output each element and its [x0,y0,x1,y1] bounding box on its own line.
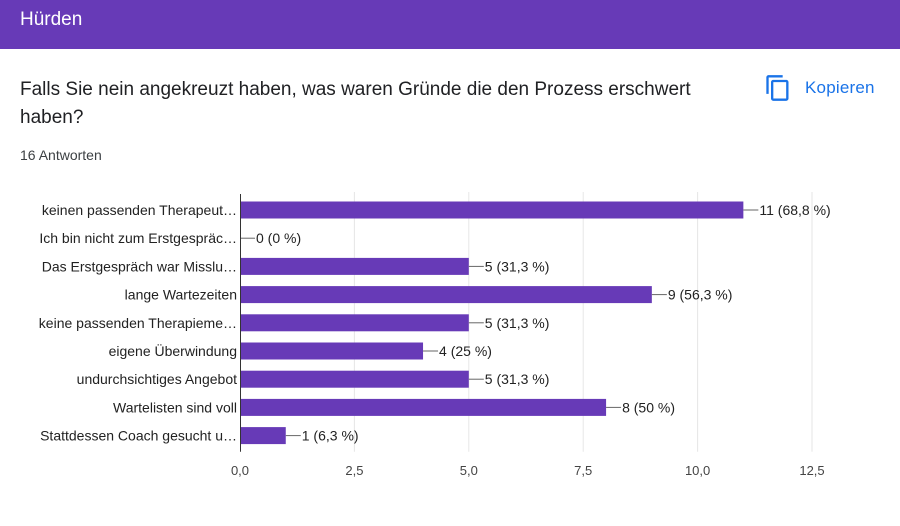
data-label: 9 (56,3 %) [668,287,733,303]
x-tick-label: 0,0 [231,463,249,478]
x-tick-label: 12,5 [799,463,824,478]
copy-button[interactable]: Kopieren [764,72,875,104]
category-label: Das Erstgespräch war Misslu… [42,258,237,274]
question-title: Falls Sie nein angekreuzt haben, was war… [20,79,691,128]
data-label: 0 (0 %) [256,230,301,246]
data-label: 8 (50 %) [622,399,675,415]
data-label: 11 (68,8 %) [759,202,830,218]
bar [240,286,652,304]
bar [240,427,286,445]
bar [240,398,607,416]
bar [240,314,469,332]
section-header: Hürden [0,0,900,49]
category-label: Stattdessen Coach gesucht u… [40,428,237,444]
bar [240,370,469,388]
section-title: Hürden [20,9,83,30]
data-label: 5 (31,3 %) [485,315,550,331]
copy-button-label: Kopieren [805,78,875,97]
data-label: 1 (6,3 %) [302,428,359,444]
x-tick-label: 7,5 [574,463,592,478]
copy-icon [764,74,792,102]
bar [240,257,469,275]
category-label: keine passenden Therapieme… [39,315,237,331]
bar [240,342,424,360]
category-label: keinen passenden Therapeut… [42,202,237,218]
data-label: 4 (25 %) [439,343,492,359]
category-label: Wartelisten sind voll [113,399,237,415]
x-tick-label: 10,0 [685,463,710,478]
category-label: lange Wartezeiten [125,287,237,303]
bar-chart: 0,0 2,5 5,0 7,5 10,0 12,5 11 (68,8 %) keinen pa… [39,192,831,478]
x-tick-label: 5,0 [460,463,478,478]
category-label: Ich bin nicht zum Erstgespräc… [39,230,237,246]
x-tick-label: 2,5 [345,463,363,478]
data-label: 5 (31,3 %) [485,258,550,274]
data-label: 5 (31,3 %) [485,371,550,387]
category-label: undurchsichtiges Angebot [77,371,237,387]
bar [240,201,744,219]
category-label: eigene Überwindung [109,342,237,359]
response-count: 16 Antworten [20,147,102,163]
